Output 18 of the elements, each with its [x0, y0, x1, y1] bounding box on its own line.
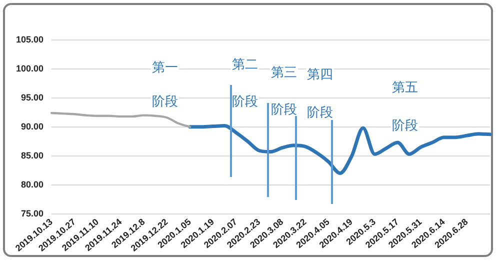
annotation: 第五: [392, 80, 418, 96]
line-series: [50, 112, 192, 128]
annotation: 阶段: [307, 105, 333, 120]
annotation: 阶段: [271, 102, 297, 118]
annotation: 阶段: [152, 94, 178, 110]
y-tick-label: 90.00: [20, 121, 44, 132]
annotation: 第二: [232, 57, 258, 72]
y-tick-label: 75.00: [20, 208, 44, 218]
annotation: 第三: [271, 65, 297, 80]
y-tick-label: 100.00: [16, 63, 44, 74]
y-tick-label: 80.00: [20, 179, 44, 190]
annotation: 阶段: [232, 94, 258, 110]
annotation: 第一: [152, 60, 178, 76]
y-tick-label: 85.00: [20, 150, 44, 160]
y-tick-label: 95.00: [20, 92, 44, 102]
y-tick-label: 105.00: [16, 34, 44, 44]
annotation: 第四: [307, 67, 333, 82]
annotation: 阶段: [392, 118, 418, 134]
